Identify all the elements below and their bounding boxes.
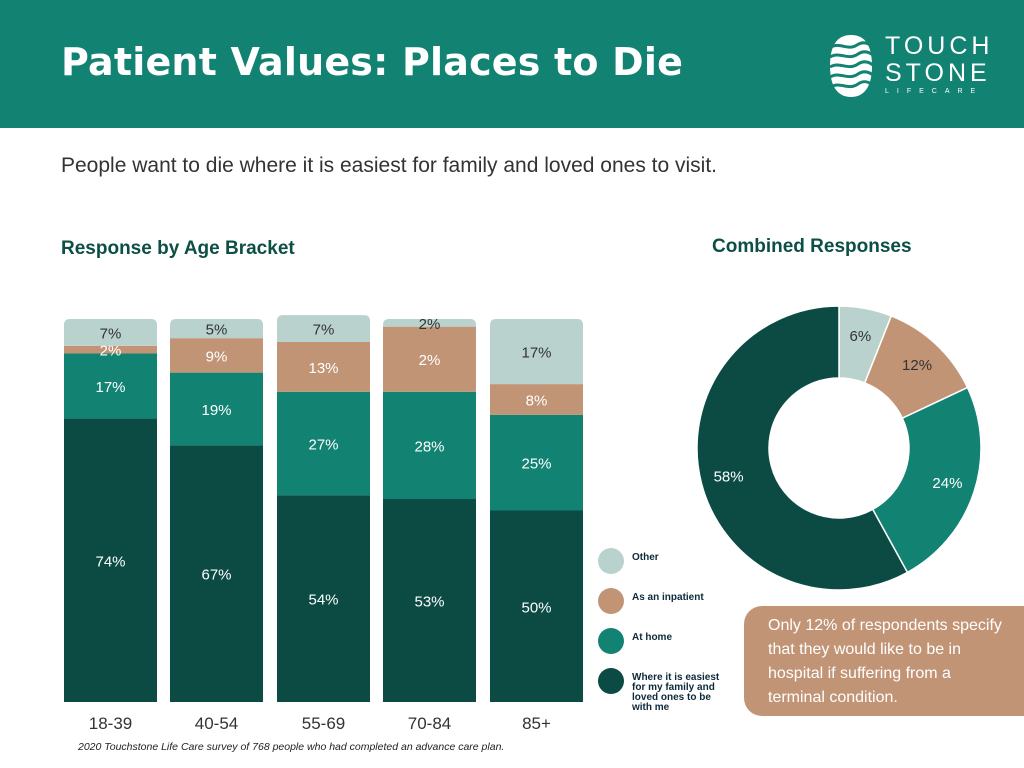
bar-group-40-54: 67% 19% 9% 5% [170,319,263,702]
legend-swatch [598,548,624,574]
bar-group-18-39: 74% 17% 2%7% [64,319,157,702]
bar-segment-home [383,391,476,500]
pie-chart-title: Combined Responses [712,236,912,257]
bar-segment-other [277,315,370,342]
bar-data-label: 2% [100,343,122,360]
bar-segment-other [490,319,583,385]
legend-swatch [598,668,624,694]
donut-slice-label: 6% [850,328,872,345]
touchstone-logo: TOUCH STONE LIFECARE [828,33,989,101]
bar-data-label: 54% [308,592,338,609]
bar-segment-home [64,353,157,419]
x-tick-label: 55-69 [302,714,345,733]
bar-segment-inpatient [64,345,157,354]
bar-segment-inpatient [490,384,583,415]
x-tick-label: 85+ [522,714,551,733]
source-note: 2020 Touchstone Life Care survey of 768 … [78,741,505,753]
page-title: Patient Values: Places to Die [61,40,684,84]
donut-slice-label: 12% [902,357,932,374]
bar-data-label: 28% [414,438,444,455]
bar-data-label: 5% [206,322,228,339]
donut-slice-easiest [696,305,909,591]
bar-data-label: 53% [414,594,444,611]
wave-stone-icon [829,35,874,97]
legend-label: Where it is easiest for my family and lo… [632,672,720,713]
bar-data-label: 7% [313,322,335,339]
bar-segment-other [170,319,263,339]
bar-segment-easiest [383,499,476,702]
logo-line-2: STONE [885,59,991,87]
bar-data-label: 9% [206,348,228,365]
legend-swatch [598,628,624,654]
donut-slice-label: 24% [932,475,962,492]
donut-chart: 6% 12% 24% 58% [696,305,982,591]
donut-slice-home [871,386,982,574]
bar-segment-easiest [490,510,583,702]
bar-data-label: 8% [526,392,548,409]
legend-swatch [598,588,624,614]
bar-data-label: 19% [201,402,231,419]
bar-group-85+: 50% 25% 8% 17% [490,319,583,702]
bar-segment-home [490,414,583,511]
logo-line-1: TOUCH [885,32,994,60]
legend-label: As an inpatient [632,592,704,603]
bar-data-label: 2% [419,352,441,369]
bar-segment-easiest [277,495,370,702]
bar-data-label: 50% [521,599,551,616]
logo-wordmark: TOUCH STONE LIFECARE [885,32,994,96]
bar-data-label: 17% [521,345,551,362]
bar-segment-other [383,319,476,327]
bar-segment-home [277,391,370,496]
bar-segment-inpatient [383,326,476,392]
bar-data-label: 27% [308,436,338,453]
bar-segment-inpatient [170,338,263,373]
x-tick-label: 40-54 [195,714,238,733]
bar-group-55-69: 54% 27% 13% 7% [277,315,370,702]
bar-segment-other [64,319,157,346]
bar-data-label: 7% [100,325,122,342]
bar-data-label: 67% [201,567,231,584]
bar-data-label: 17% [95,379,125,396]
bar-data-label: 13% [308,360,338,377]
header-banner: Patient Values: Places to Die TOUCH STON… [0,0,1024,128]
bar-data-label: 74% [95,553,125,570]
bar-segment-easiest [170,445,263,702]
page-subtitle: People want to die where it is easiest f… [61,154,718,177]
bar-chart-title: Response by Age Bracket [61,238,295,259]
legend-label: Other [632,552,659,563]
bar-segment-easiest [64,418,157,702]
x-tick-label: 18-39 [89,714,132,733]
logo-line-3: LIFECARE [885,88,984,95]
x-tick-label: 70-84 [408,714,451,733]
bar-segment-inpatient [277,341,370,392]
bar-data-label: 25% [521,456,551,473]
bar-data-label: 2% [419,316,441,333]
callout-box: Only 12% of respondents specify that the… [744,606,1024,716]
legend-label: At home [632,632,672,643]
bar-group-70-84: 53% 28% 2% 2% [383,316,476,702]
bar-segment-home [170,372,263,446]
donut-slice-label: 58% [714,468,744,485]
callout-text: Only 12% of respondents specify that the… [768,617,1002,706]
